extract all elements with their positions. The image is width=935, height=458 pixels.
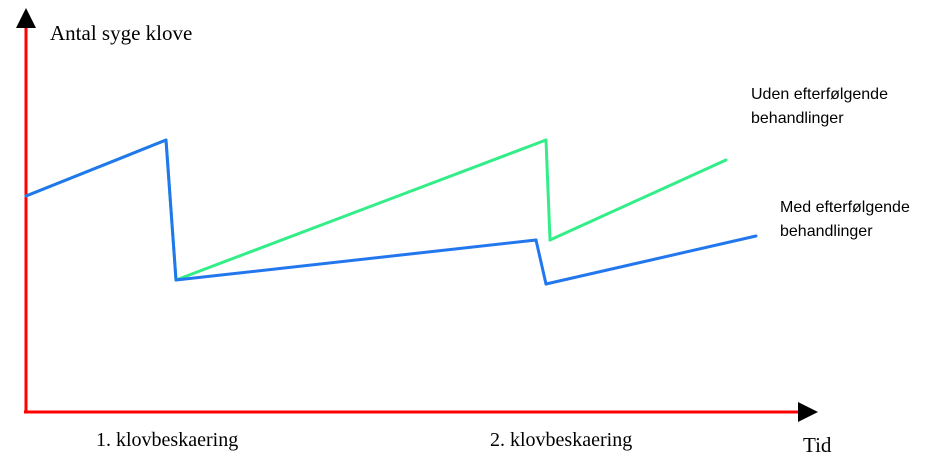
- x-annotation-2: 2. klovbeskaering: [490, 429, 632, 451]
- series-point-med-1: [164, 138, 168, 142]
- y-axis-arrow: [16, 8, 36, 28]
- series-point-med-5: [754, 234, 758, 238]
- series-point-uden-4: [548, 238, 552, 242]
- series-point-med-3: [534, 238, 538, 242]
- y-axis-label: Antal syge klove: [50, 21, 192, 45]
- series-point-uden-3: [544, 138, 548, 142]
- series-point-uden-5: [724, 158, 728, 162]
- series-point-med-4: [544, 282, 548, 286]
- x-axis-arrow: [798, 402, 818, 422]
- x-annotation-1: 1. klovbeskaering: [96, 429, 238, 451]
- series-point-med-0: [24, 194, 28, 198]
- series-point-med-2: [174, 278, 178, 282]
- series-label-uden: Uden efterfølgende behandlinger: [751, 86, 892, 127]
- x-axis-label: Tid: [803, 433, 832, 457]
- series-label-med: Med efterfølgende behandlinger: [780, 199, 914, 240]
- series-points: [24, 138, 758, 286]
- series-line-med: [25, 138, 757, 286]
